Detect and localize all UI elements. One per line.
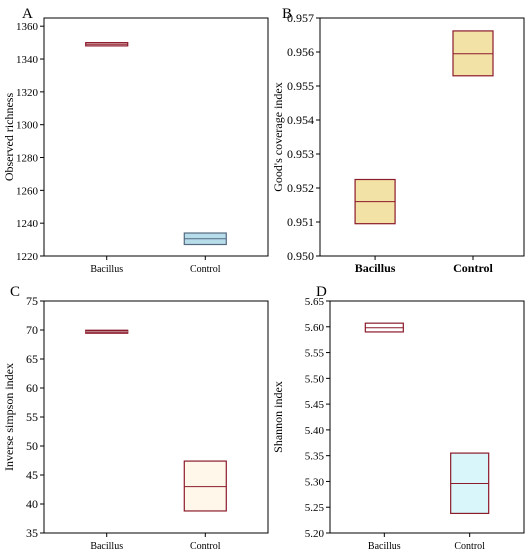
- panel-d-ytick-label: 5.65: [305, 296, 325, 308]
- panel-a-ytick-label: 1300: [16, 120, 39, 132]
- panel-d: D Shannon index 5.20 5.25 5.30 5.35 5.40 5.45…: [271, 284, 525, 550]
- panel-d-letter: D: [316, 284, 327, 300]
- panel-c-ytick-label: 70: [26, 323, 38, 337]
- panel-c-xtick-label-control: Control: [190, 541, 221, 550]
- panel-c-ytick-label: 75: [26, 294, 38, 308]
- panel-a-ytick-label: 1260: [16, 185, 39, 197]
- panel-b-xtick-label-bacillus: Bacillus: [355, 261, 396, 275]
- panel-c-ytick-label: 60: [26, 381, 38, 395]
- panel-b-plot-frame: [319, 17, 525, 257]
- panel-a-plot-frame: [43, 17, 269, 257]
- panel-b-letter: B: [282, 6, 292, 22]
- panel-b-ytick-label: 0.950: [287, 249, 314, 263]
- panel-c-box-control: [183, 460, 227, 512]
- panel-a-xtick-label-bacillus: Bacillus: [90, 264, 123, 275]
- panel-a-ytick-label: 1360: [16, 21, 39, 33]
- panel-d-ytick-label: 5.60: [305, 322, 325, 334]
- panel-b-ytick-label: 0.952: [287, 181, 314, 195]
- panel-d-ytick-label: 5.35: [305, 451, 325, 463]
- panel-d-xtick-label-bacillus: Bacillus: [368, 541, 401, 550]
- panel-c: C Inverse simpson index 35 40 45 50 55 60 65 70…: [2, 284, 269, 550]
- panel-b-ytick-label: 0.957: [287, 11, 314, 25]
- panel-c-ytick-label: 35: [26, 526, 38, 540]
- panel-a-ytick-label: 1240: [16, 218, 39, 230]
- panel-a-ytick-label: 1320: [16, 87, 39, 99]
- panel-a-xtick-label-control: Control: [190, 264, 221, 275]
- panel-c-ytick-label: 65: [26, 352, 38, 366]
- panel-d-ytick-label: 5.40: [305, 425, 325, 437]
- panel-a-ytick-label: 1280: [16, 153, 39, 165]
- panel-c-ytick-label: 40: [26, 497, 38, 511]
- panel-d-ylabel: Shannon index: [271, 381, 285, 453]
- panel-d-ytick-label: 5.50: [305, 373, 325, 385]
- panel-b-ytick-label: 0.954: [287, 113, 314, 127]
- panel-c-ylabel: Inverse simpson index: [2, 363, 16, 471]
- panel-c-ytick-label: 50: [26, 439, 38, 453]
- panel-d-ytick-label: 5.20: [305, 528, 325, 540]
- panel-d-plot-frame: [329, 300, 525, 534]
- panel-c-ytick-label: 45: [26, 468, 38, 482]
- panel-c-ytick-label: 55: [26, 410, 38, 424]
- panel-d-ytick-label: 5.25: [305, 502, 325, 514]
- panel-d-ytick-label: 5.30: [305, 476, 325, 488]
- panel-b-xtick-label-control: Control: [453, 261, 493, 275]
- panel-a: A Observed richness 1220 1240 1260 1280 1300…: [2, 6, 269, 275]
- panel-b-ytick-label: 0.953: [287, 147, 314, 161]
- panel-a-ytick-label: 1340: [16, 54, 39, 66]
- panel-c-letter: C: [10, 284, 20, 300]
- panel-a-ylabel: Observed richness: [2, 93, 16, 182]
- panel-d-ytick-label: 5.55: [305, 348, 325, 360]
- panel-c-plot-frame: [43, 300, 269, 534]
- panel-b-ytick-label: 0.955: [287, 79, 314, 93]
- panel-a-ytick-label: 1220: [16, 251, 39, 263]
- panel-b-ytick-label: 0.951: [287, 215, 314, 229]
- panel-a-letter: A: [22, 6, 33, 22]
- panel-b-ylabel: Good's coverage index: [271, 82, 285, 191]
- panel-c-xtick-label-bacillus: Bacillus: [90, 541, 123, 550]
- panel-b: B Good's coverage index 0.950 0.951 0.952 0…: [271, 6, 525, 275]
- panel-b-ytick-label: 0.956: [287, 45, 314, 59]
- panel-d-xtick-label-control: Control: [454, 541, 485, 550]
- panel-d-ytick-label: 5.45: [305, 399, 325, 411]
